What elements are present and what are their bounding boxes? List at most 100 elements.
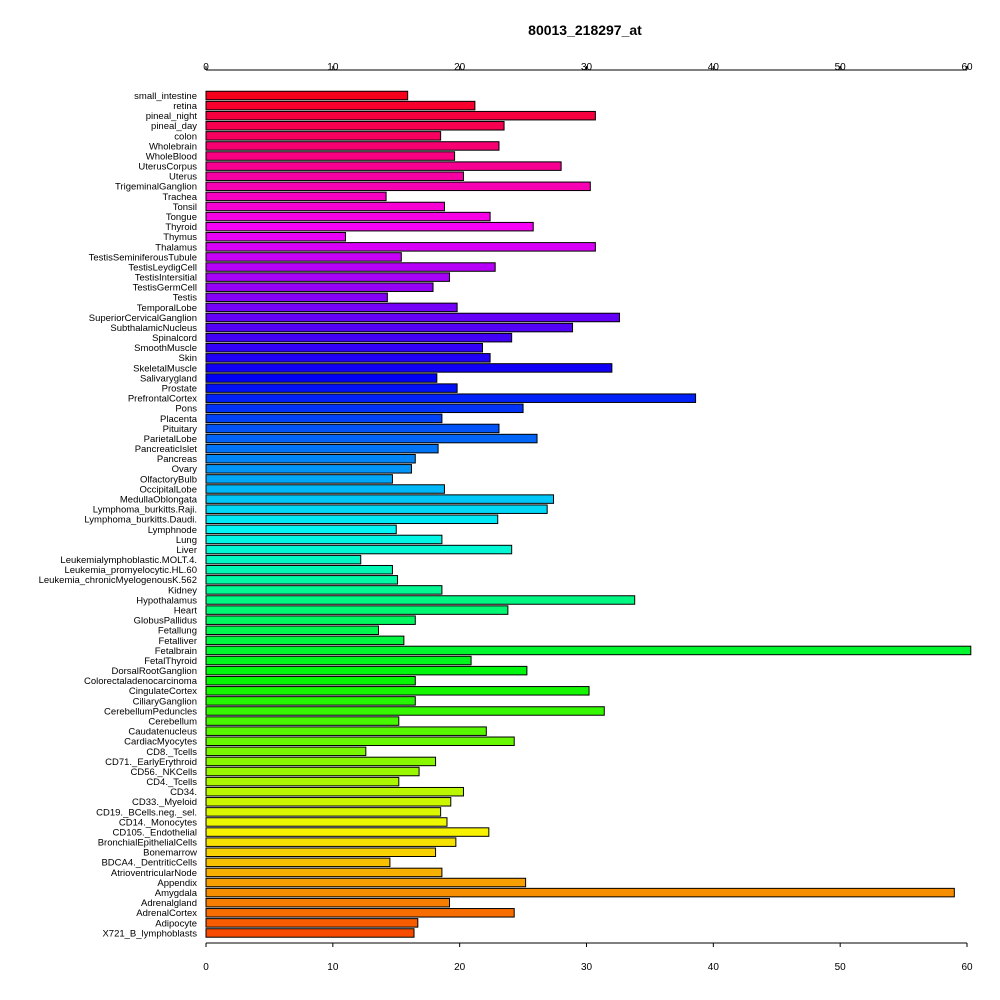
category-label: Prostate bbox=[162, 384, 197, 395]
category-label: BDCA4._DentriticCells bbox=[101, 858, 197, 869]
category-label: Appendix bbox=[157, 878, 197, 889]
bar bbox=[205, 504, 548, 514]
bar bbox=[205, 595, 636, 605]
bar bbox=[205, 211, 491, 222]
category-label: pineal_day bbox=[151, 121, 197, 132]
bar bbox=[205, 837, 457, 847]
bar bbox=[205, 252, 402, 262]
bar bbox=[205, 433, 538, 444]
bar bbox=[205, 494, 555, 504]
category-label: PrefrontalCortex bbox=[128, 394, 197, 405]
bar bbox=[205, 524, 397, 535]
category-label: Pons bbox=[175, 404, 197, 415]
category-label: CD105._Endothelial bbox=[112, 827, 197, 838]
category-label: MedullaOblongata bbox=[120, 495, 198, 506]
category-label: Wholebrain bbox=[149, 141, 197, 152]
bar bbox=[205, 484, 445, 494]
bar bbox=[205, 332, 513, 343]
bar bbox=[205, 605, 509, 615]
category-label: small_intestine bbox=[134, 91, 197, 102]
category-label: Thymus bbox=[163, 232, 197, 243]
bar bbox=[205, 121, 505, 131]
bar bbox=[205, 181, 591, 192]
bar bbox=[205, 151, 456, 161]
category-label: Cerebellum bbox=[148, 716, 197, 727]
bar bbox=[205, 554, 362, 565]
bar bbox=[205, 90, 409, 101]
category-label: Fetalliver bbox=[158, 636, 197, 647]
bar bbox=[205, 675, 416, 686]
category-labels: small_intestineretinapineal_nightpineal_… bbox=[39, 91, 198, 939]
category-label: Caudatenucleus bbox=[128, 727, 197, 738]
chart-title: 80013_218297_at bbox=[528, 22, 642, 38]
bar bbox=[205, 443, 439, 454]
category-label: BronchialEpithelialCells bbox=[98, 838, 198, 849]
category-label: CD4._Tcells bbox=[146, 777, 197, 788]
bar bbox=[205, 292, 388, 303]
bar bbox=[205, 625, 379, 636]
bar bbox=[205, 897, 451, 908]
category-label: DorsalRootGanglion bbox=[111, 666, 197, 677]
category-label: ParietalLobe bbox=[144, 434, 197, 445]
bar bbox=[205, 615, 416, 625]
category-label: Adipocyte bbox=[155, 918, 197, 929]
bar bbox=[205, 343, 483, 353]
category-label: Spinalcord bbox=[152, 333, 197, 344]
category-label: CD71._EarlyErythroid bbox=[105, 757, 197, 768]
bar bbox=[205, 564, 393, 575]
category-label: TestisIntersitial bbox=[135, 273, 197, 284]
tick-label: 30 bbox=[581, 962, 593, 973]
bar bbox=[205, 232, 347, 242]
category-label: UterusCorpus bbox=[138, 162, 197, 173]
category-label: retina bbox=[173, 101, 197, 112]
category-label: TemporalLobe bbox=[137, 303, 197, 314]
bar bbox=[205, 302, 458, 313]
bar bbox=[205, 575, 399, 585]
top-x-axis: 0 10 20 30 40 50 60 bbox=[203, 62, 973, 73]
category-label: Lymphnode bbox=[148, 525, 197, 536]
bar bbox=[205, 857, 391, 868]
bar bbox=[205, 635, 405, 646]
bar bbox=[205, 191, 387, 202]
category-label: Lymphoma_burkitts.Raji. bbox=[93, 505, 197, 516]
tick-label: 10 bbox=[327, 62, 339, 73]
category-label: TrigeminalGanglion bbox=[115, 182, 197, 193]
bar bbox=[205, 272, 451, 282]
category-label: AtrioventricularNode bbox=[111, 868, 197, 879]
category-label: pineal_night bbox=[146, 111, 198, 122]
bar bbox=[205, 312, 620, 323]
tick-label: 10 bbox=[327, 962, 339, 973]
bar bbox=[205, 100, 476, 111]
category-label: CerebellumPeduncles bbox=[104, 706, 197, 717]
category-label: CiliaryGanglion bbox=[133, 696, 197, 707]
bar bbox=[205, 453, 416, 464]
bar bbox=[205, 776, 400, 787]
category-label: Uterus bbox=[169, 172, 197, 183]
bar bbox=[205, 887, 955, 898]
category-label: OlfactoryBulb bbox=[140, 474, 197, 485]
category-label: Adrenalgland bbox=[141, 898, 197, 909]
category-label: OccipitalLobe bbox=[139, 484, 197, 495]
category-label: Hypothalamus bbox=[136, 595, 197, 606]
bar bbox=[205, 585, 443, 595]
category-label: X721_B_lymphoblasts bbox=[102, 928, 197, 939]
category-label: CD14._Monocytes bbox=[119, 817, 197, 828]
tick-label: 60 bbox=[961, 962, 973, 973]
category-label: SkeletalMuscle bbox=[133, 363, 197, 374]
category-label: SubthalamicNucleus bbox=[110, 323, 197, 334]
category-label: Tongue bbox=[166, 212, 197, 223]
category-label: PancreaticIslet bbox=[135, 444, 198, 455]
bar bbox=[205, 706, 605, 716]
bar bbox=[205, 403, 524, 414]
bar bbox=[205, 373, 438, 383]
bar bbox=[205, 817, 448, 827]
category-label: CD8._Tcells bbox=[146, 747, 197, 758]
bar bbox=[205, 867, 443, 878]
bar bbox=[205, 383, 458, 393]
category-label: AdrenalCortex bbox=[136, 908, 197, 919]
category-label: Leukemia_chronicMyelogenousK.562 bbox=[39, 575, 197, 586]
bar bbox=[205, 110, 596, 121]
tick-label: 60 bbox=[961, 62, 973, 73]
category-label: CD56._NKCells bbox=[130, 767, 197, 778]
